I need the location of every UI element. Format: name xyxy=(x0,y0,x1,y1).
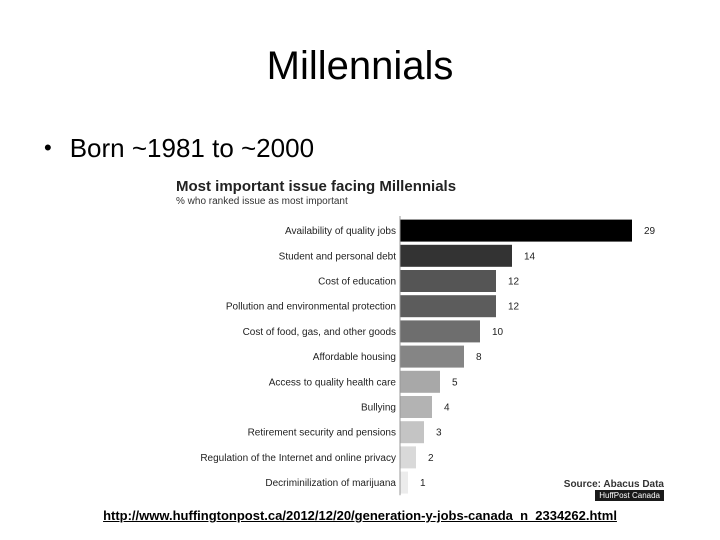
chart-svg: Availability of quality jobs 29 Student an… xyxy=(200,216,656,496)
category-label: Cost of education xyxy=(318,277,396,288)
category-label: Pollution and environmental protection xyxy=(226,302,396,313)
category-label: Availability of quality jobs xyxy=(285,226,396,237)
bar xyxy=(400,219,632,242)
source-url-link[interactable]: http://www.huffingtonpost.ca/2012/12/20/… xyxy=(103,508,617,523)
bar xyxy=(400,244,512,267)
source-badge: HuffPost Canada xyxy=(595,490,664,501)
category-label: Decriminilization of marijuana xyxy=(265,478,396,489)
value-label: 5 xyxy=(452,377,458,388)
value-label: 4 xyxy=(444,403,450,414)
chart-subtitle: % who ranked issue as most important xyxy=(176,196,348,207)
value-label: 29 xyxy=(644,226,656,237)
value-label: 12 xyxy=(508,302,520,313)
bar-chart: Most important issue facing Millennials … xyxy=(170,174,670,504)
bar xyxy=(400,345,464,368)
value-label: 8 xyxy=(476,352,482,363)
category-label: Student and personal debt xyxy=(279,251,397,262)
bar xyxy=(400,471,408,494)
chart-title: Most important issue facing Millennials xyxy=(176,178,457,195)
bullet-item: • Born ~1981 to ~2000 xyxy=(44,130,314,166)
bar xyxy=(400,421,424,444)
bar xyxy=(400,320,480,343)
value-label: 1 xyxy=(420,478,426,489)
bullet-icon: • xyxy=(44,135,52,160)
value-label: 3 xyxy=(436,428,442,439)
bar xyxy=(400,370,440,393)
category-label: Bullying xyxy=(361,403,396,414)
bar xyxy=(400,295,496,318)
value-label: 10 xyxy=(492,327,504,338)
value-label: 12 xyxy=(508,277,520,288)
category-label: Retirement security and pensions xyxy=(248,428,396,439)
category-label: Regulation of the Internet and online pr… xyxy=(200,453,396,464)
bar xyxy=(400,446,416,469)
value-label: 14 xyxy=(524,251,536,262)
bar xyxy=(400,270,496,292)
bullet-text: Born ~1981 to ~2000 xyxy=(69,133,315,163)
value-label: 2 xyxy=(428,453,434,464)
slide-title: Millennials xyxy=(266,44,454,88)
category-label: Access to quality health care xyxy=(269,377,397,388)
chart-source: Source: Abacus Data xyxy=(563,479,664,490)
category-label: Affordable housing xyxy=(313,352,396,363)
bar xyxy=(400,396,432,418)
category-label: Cost of food, gas, and other goods xyxy=(243,327,396,338)
